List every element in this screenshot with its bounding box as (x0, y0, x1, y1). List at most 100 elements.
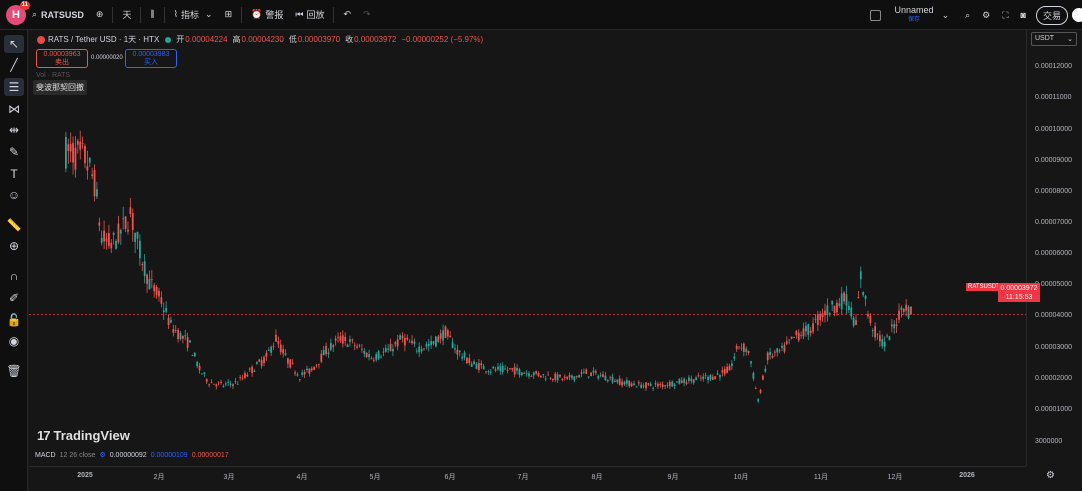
candle-body (807, 324, 810, 335)
text-tool[interactable]: T (4, 165, 24, 183)
candle-body (380, 356, 382, 358)
candle-body (790, 336, 793, 339)
delete-tool[interactable]: 🗑 (4, 362, 24, 380)
candle-body (193, 352, 196, 357)
templates-button[interactable]: ⊞ (219, 0, 239, 30)
undo-button[interactable]: ↶ (337, 0, 357, 30)
candle-body (910, 306, 912, 315)
trade-button[interactable]: 交易 (1035, 5, 1068, 25)
candle-body (532, 372, 535, 376)
open-value: 0.00004224 (185, 35, 228, 44)
candle-body (566, 376, 569, 379)
candle-body (358, 345, 361, 347)
layout-name-button[interactable]: Unnamed 保存 (887, 5, 942, 25)
indicators-button[interactable]: ⌇ 指标 ⌄ (168, 0, 219, 30)
user-avatar[interactable]: H 11 (6, 0, 30, 25)
candle-body (205, 379, 208, 382)
candle-body (635, 386, 638, 388)
candle-body (181, 335, 184, 339)
chart-pane[interactable]: RATS / Tether USD · 1天 · HTX 开 0.00004224… (29, 30, 1026, 466)
candle-body (742, 343, 745, 352)
axis-settings-icon[interactable]: ⚙ (1046, 470, 1055, 481)
price-axis[interactable]: USDT ⌄ 0.00012000 0.00011000 0.00010000 0.0… (1026, 30, 1082, 466)
candle-body (520, 372, 523, 376)
magnet-tool[interactable]: ∩ (4, 267, 24, 285)
x-tick-label: 2月 (153, 474, 165, 481)
candle-body (320, 353, 323, 362)
candle-body (224, 383, 227, 385)
candle-body (81, 142, 84, 144)
chart-type-button[interactable]: ⫼ (144, 0, 160, 30)
price-chart[interactable] (29, 30, 1026, 466)
buy-button[interactable]: 0.00003983 买入 (125, 49, 177, 68)
candle-body (294, 372, 296, 374)
plus-circle-icon: ⊕ (95, 9, 104, 19)
currency-select[interactable]: USDT ⌄ (1031, 32, 1077, 46)
brush-tool[interactable]: ✎ (4, 143, 24, 161)
candle-body (883, 341, 886, 347)
candle-body (196, 361, 199, 367)
candle-body (65, 136, 67, 169)
candle-body (614, 381, 616, 382)
sell-button[interactable]: 0.00003963 卖出 (36, 49, 88, 68)
trendline-tool[interactable]: ╱ (4, 56, 24, 74)
time-axis[interactable]: 2025 2月 3月 4月 5月 6月 7月 8月 9月 10月 11月 12月 2026 (29, 466, 1026, 491)
stay-drawing-tool[interactable]: ✐ (4, 289, 24, 307)
symbol-search[interactable]: ⌕ RATSUSD (26, 0, 90, 30)
divider (112, 6, 114, 23)
compare-symbol-button[interactable]: ⊕ (90, 0, 110, 30)
candle-body (750, 361, 752, 364)
candle-body (895, 324, 898, 327)
redo-button[interactable]: ↷ (357, 0, 377, 30)
fibonacci-tool[interactable]: ☰ (4, 78, 24, 96)
chevron-down-icon: ⌄ (205, 9, 213, 19)
replay-button[interactable]: ⏮ 回放 (289, 0, 330, 30)
candle-body (757, 399, 760, 402)
candle-body (339, 336, 342, 342)
candle-body (578, 374, 581, 378)
alert-button[interactable]: ⏰ 警报 (245, 0, 289, 30)
chevron-down-icon[interactable]: ⌄ (941, 9, 950, 20)
pattern-icon: ⋈ (8, 102, 20, 116)
cursor-tool[interactable]: ↖ (4, 35, 24, 53)
settings-button[interactable]: ⚙ (976, 0, 996, 30)
candle-body (119, 230, 122, 234)
measure-tool[interactable]: 📏 (4, 216, 24, 234)
candle-body (227, 381, 230, 383)
icons-tool[interactable]: ☺ (4, 186, 24, 204)
pencil-lock-icon: ✐ (8, 291, 20, 305)
candle-body (234, 381, 237, 382)
candle-body (511, 368, 514, 370)
candle-body (344, 336, 347, 342)
divider (241, 6, 243, 23)
pattern-tool[interactable]: ⋈ (4, 100, 24, 118)
profile-dot[interactable] (1072, 8, 1082, 22)
candle-body (387, 348, 390, 350)
snapshot-button[interactable]: ◙ (1015, 0, 1032, 30)
brush-icon: ✎ (8, 145, 20, 159)
candle-body (640, 384, 643, 389)
candle-body (602, 374, 604, 378)
fullscreen-button[interactable]: ⛶ (996, 0, 1014, 30)
candle-body (833, 305, 836, 313)
quick-search-button[interactable]: ⌕ (959, 0, 976, 30)
candle-body (310, 368, 313, 371)
candle-body (298, 379, 301, 381)
zoom-tool[interactable]: ⊕ (4, 237, 24, 255)
layout-checkbox[interactable] (869, 9, 881, 21)
visibility-tool[interactable]: ◉ (4, 332, 24, 350)
candle-body (592, 370, 595, 373)
interval-button[interactable]: 天 (122, 10, 132, 20)
lock-tool[interactable]: 🔓 (4, 311, 24, 329)
candle-body (747, 350, 750, 353)
candle-body (248, 368, 251, 370)
candle-body (523, 373, 526, 374)
macd-settings-icon[interactable]: ⚙ (99, 452, 106, 459)
candle-body (773, 351, 776, 353)
candle-body (131, 213, 134, 230)
candle-body (79, 141, 82, 150)
projection-tool[interactable]: ⇹ (4, 121, 24, 139)
divider (163, 6, 165, 23)
candle-body (239, 377, 242, 379)
candle-body (408, 341, 411, 343)
